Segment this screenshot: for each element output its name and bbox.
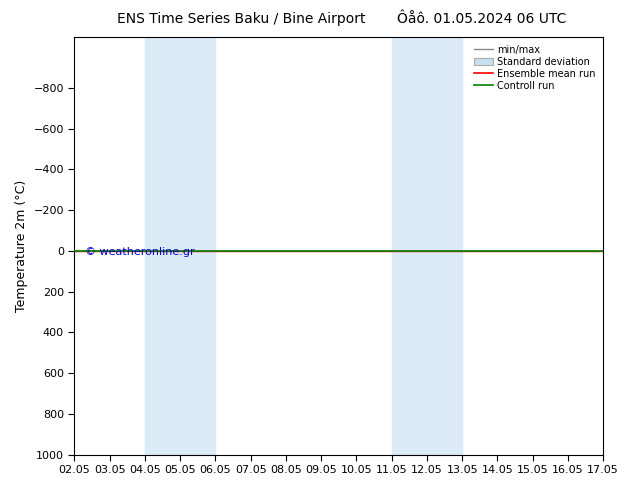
- Text: © weatheronline.gr: © weatheronline.gr: [85, 247, 195, 257]
- Text: Ôåô. 01.05.2024 06 UTC: Ôåô. 01.05.2024 06 UTC: [397, 12, 567, 26]
- Text: ENS Time Series Baku / Bine Airport: ENS Time Series Baku / Bine Airport: [117, 12, 365, 26]
- Y-axis label: Temperature 2m (°C): Temperature 2m (°C): [15, 180, 28, 312]
- Legend: min/max, Standard deviation, Ensemble mean run, Controll run: min/max, Standard deviation, Ensemble me…: [470, 42, 598, 94]
- Bar: [392, 37, 462, 455]
- Bar: [145, 37, 216, 455]
